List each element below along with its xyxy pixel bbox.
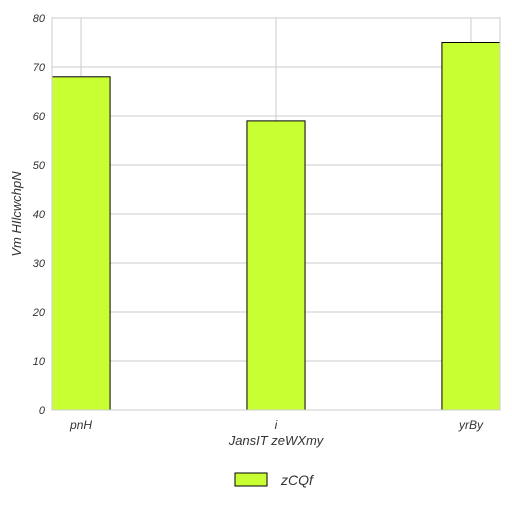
y-tick-label: 0: [39, 405, 46, 417]
y-tick-label: 70: [33, 62, 46, 74]
y-tick-label: 60: [33, 111, 46, 123]
bar-i: [246, 120, 306, 411]
bar-yrBy: [441, 42, 501, 411]
plot-frame: [51, 17, 501, 411]
y-tick-label: 10: [33, 356, 46, 368]
bars-layer: [51, 42, 501, 411]
x-tick-label: i: [275, 418, 278, 432]
y-tick-label: 40: [33, 209, 46, 221]
x-axis-title: JansIT zeWXmy: [228, 433, 325, 448]
x-tick-label: yrBy: [458, 418, 484, 432]
legend-label: zCQf: [280, 472, 315, 488]
legend: zCQf: [234, 472, 315, 488]
y-tick-label: 80: [33, 13, 46, 25]
axes-layer: 0 10 20 30 40 50 60 70 80 pnH i yrBy: [32, 13, 501, 432]
legend-swatch: [234, 472, 268, 487]
y-tick-label: 50: [33, 160, 46, 172]
labels-layer: JansIT zeWXmy Vm HIlcwchpN: [9, 171, 325, 448]
x-tick-label: pnH: [69, 418, 92, 432]
y-tick-label: 30: [33, 258, 46, 270]
y-tick-label: 20: [32, 307, 46, 319]
bar-pnH: [51, 76, 111, 411]
y-axis-title: Vm HIlcwchpN: [9, 171, 24, 257]
